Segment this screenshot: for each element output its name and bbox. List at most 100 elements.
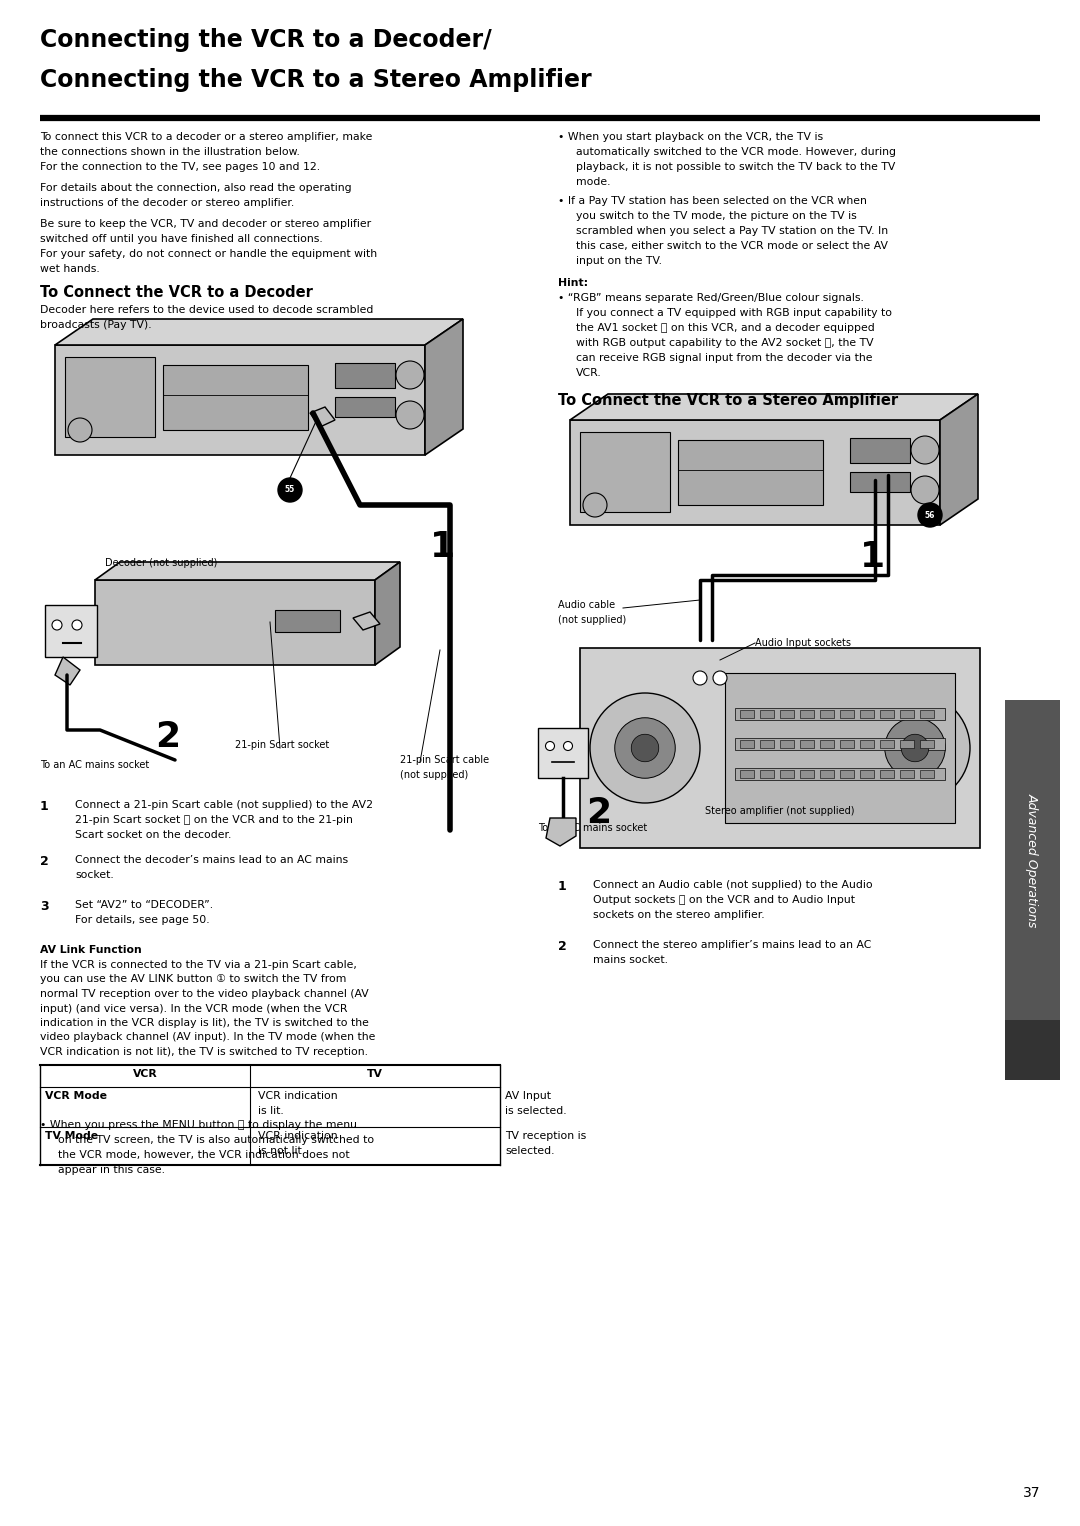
Circle shape: [278, 478, 302, 502]
Text: For details, see page 50.: For details, see page 50.: [75, 916, 210, 925]
Text: appear in this case.: appear in this case.: [58, 1164, 165, 1175]
Polygon shape: [426, 319, 463, 455]
Text: Set “AV2” to “DECODER”.: Set “AV2” to “DECODER”.: [75, 900, 213, 909]
Bar: [580, 432, 670, 513]
Text: switched off until you have finished all connections.: switched off until you have finished all…: [40, 233, 323, 244]
Circle shape: [396, 362, 424, 389]
Bar: [800, 710, 814, 719]
Text: normal TV reception over to the video playback channel (AV: normal TV reception over to the video pl…: [40, 989, 368, 1000]
Bar: [800, 740, 814, 748]
Text: 2: 2: [156, 720, 180, 754]
Text: broadcasts (Pay TV).: broadcasts (Pay TV).: [40, 320, 151, 330]
Text: you can use the AV LINK button ① to switch the TV from: you can use the AV LINK button ① to swit…: [40, 975, 347, 984]
Text: input) (and vice versa). In the VCR mode (when the VCR: input) (and vice versa). In the VCR mode…: [40, 1004, 348, 1013]
Bar: [880, 740, 894, 748]
Polygon shape: [546, 818, 576, 845]
Bar: [780, 771, 794, 778]
Bar: [880, 710, 894, 719]
Text: To connect this VCR to a decoder or a stereo amplifier, make: To connect this VCR to a decoder or a st…: [40, 133, 373, 142]
Text: on the TV screen, the TV is also automatically switched to: on the TV screen, the TV is also automat…: [58, 1135, 374, 1144]
Text: the VCR mode, however, the VCR indication does not: the VCR mode, however, the VCR indicatio…: [58, 1151, 350, 1160]
Text: To Connect the VCR to a Stereo Amplifier: To Connect the VCR to a Stereo Amplifier: [558, 394, 899, 407]
Text: AV Link Function: AV Link Function: [40, 945, 141, 955]
Bar: [920, 710, 934, 719]
Bar: [780, 740, 794, 748]
Circle shape: [885, 717, 945, 778]
Text: VCR: VCR: [133, 1070, 158, 1079]
Text: 37: 37: [1023, 1486, 1040, 1500]
Text: mode.: mode.: [576, 177, 610, 188]
Text: To an AC mains socket: To an AC mains socket: [538, 823, 647, 833]
Text: Be sure to keep the VCR, TV and decoder or stereo amplifier: Be sure to keep the VCR, TV and decoder …: [40, 220, 372, 229]
Bar: [65, 357, 156, 436]
Text: 3: 3: [40, 900, 49, 913]
Text: Hint:: Hint:: [558, 278, 589, 288]
Circle shape: [68, 418, 92, 443]
Text: 1: 1: [430, 530, 455, 565]
Bar: [335, 397, 395, 417]
Bar: [678, 439, 823, 505]
Bar: [850, 472, 910, 491]
Text: • “RGB” means separate Red/Green/Blue colour signals.: • “RGB” means separate Red/Green/Blue co…: [558, 293, 864, 304]
Text: socket.: socket.: [75, 870, 113, 881]
Text: VCR indication is not lit), the TV is switched to TV reception.: VCR indication is not lit), the TV is sw…: [40, 1047, 368, 1058]
Bar: [820, 740, 834, 748]
Text: this case, either switch to the VCR mode or select the AV: this case, either switch to the VCR mode…: [576, 241, 888, 250]
Text: 2: 2: [558, 940, 567, 954]
Circle shape: [912, 436, 939, 464]
Polygon shape: [570, 394, 978, 420]
Circle shape: [631, 734, 659, 761]
Bar: [1005, 700, 1059, 1019]
Text: playback, it is not possible to switch the TV back to the TV: playback, it is not possible to switch t…: [576, 162, 895, 172]
Text: can receive RGB signal input from the decoder via the: can receive RGB signal input from the de…: [576, 353, 873, 363]
Circle shape: [72, 620, 82, 630]
Text: 21-pin Scart socket ⒵ on the VCR and to the 21-pin: 21-pin Scart socket ⒵ on the VCR and to …: [75, 815, 353, 826]
Polygon shape: [55, 345, 426, 455]
Bar: [735, 739, 945, 749]
Text: Decoder (not supplied): Decoder (not supplied): [105, 559, 217, 568]
Bar: [740, 710, 754, 719]
Polygon shape: [940, 394, 978, 525]
Text: Output sockets Ⓐ on the VCR and to Audio Input: Output sockets Ⓐ on the VCR and to Audio…: [593, 896, 855, 905]
Bar: [900, 771, 914, 778]
Text: • If a Pay TV station has been selected on the VCR when: • If a Pay TV station has been selected …: [558, 195, 867, 206]
Circle shape: [713, 671, 727, 685]
Text: For the connection to the TV, see pages 10 and 12.: For the connection to the TV, see pages …: [40, 162, 320, 172]
Bar: [840, 740, 854, 748]
Text: VCR.: VCR.: [576, 368, 602, 378]
Text: is lit.: is lit.: [258, 1106, 284, 1116]
Circle shape: [396, 401, 424, 429]
Bar: [860, 710, 874, 719]
Bar: [780, 710, 794, 719]
Text: If the VCR is connected to the TV via a 21-pin Scart cable,: If the VCR is connected to the TV via a …: [40, 960, 356, 971]
Text: with RGB output capability to the AV2 socket ⒵, the TV: with RGB output capability to the AV2 so…: [576, 337, 874, 348]
Text: Audio Input sockets: Audio Input sockets: [755, 638, 851, 649]
Text: Connect a 21-pin Scart cable (not supplied) to the AV2: Connect a 21-pin Scart cable (not suppli…: [75, 800, 373, 810]
Circle shape: [52, 620, 62, 630]
Bar: [335, 363, 395, 388]
Text: For your safety, do not connect or handle the equipment with: For your safety, do not connect or handl…: [40, 249, 377, 259]
Text: • When you start playback on the VCR, the TV is: • When you start playback on the VCR, th…: [558, 133, 823, 142]
Bar: [800, 771, 814, 778]
Circle shape: [564, 742, 572, 751]
Text: Connect an Audio cable (not supplied) to the Audio: Connect an Audio cable (not supplied) to…: [593, 881, 873, 890]
Bar: [163, 365, 308, 430]
Text: • When you press the MENU button ⓙ to display the menu: • When you press the MENU button ⓙ to di…: [40, 1120, 357, 1129]
Bar: [760, 771, 774, 778]
Polygon shape: [55, 319, 463, 345]
Text: 2: 2: [40, 855, 49, 868]
Bar: [850, 438, 910, 462]
Text: VCR indication: VCR indication: [258, 1131, 338, 1141]
Bar: [860, 740, 874, 748]
Text: you switch to the TV mode, the picture on the TV is: you switch to the TV mode, the picture o…: [576, 211, 856, 221]
Bar: [580, 649, 980, 848]
Text: Connecting the VCR to a Stereo Amplifier: Connecting the VCR to a Stereo Amplifier: [40, 69, 592, 92]
Circle shape: [918, 504, 942, 526]
Bar: [880, 771, 894, 778]
Text: 55: 55: [285, 485, 295, 494]
Polygon shape: [353, 612, 380, 630]
Circle shape: [615, 717, 675, 778]
Bar: [740, 771, 754, 778]
Polygon shape: [95, 580, 375, 665]
Bar: [275, 610, 340, 632]
